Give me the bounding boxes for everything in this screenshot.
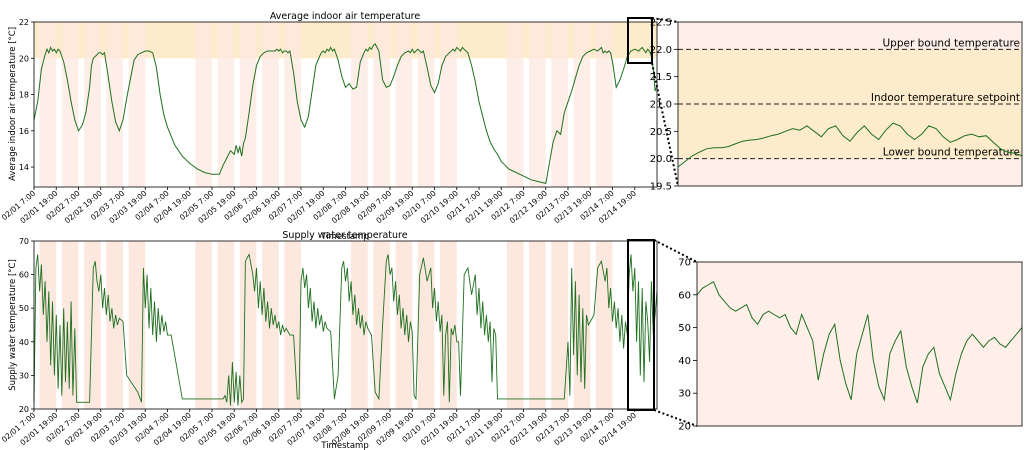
- occupied-period-shade: [529, 241, 546, 409]
- occupied-period-shade: [262, 241, 279, 409]
- y-tick-label: 70: [678, 258, 691, 269]
- indoor-zoom-box: [627, 17, 653, 64]
- occupied-period-shade: [106, 22, 123, 187]
- occupied-period-shade: [61, 22, 79, 187]
- supply-zoom-line: [696, 280, 1023, 404]
- occupied-period-shade: [417, 22, 435, 187]
- occupied-period-shade: [551, 22, 568, 187]
- occupied-period-shade: [106, 241, 123, 409]
- occupied-period-shade: [595, 22, 613, 187]
- occupied-period-shade: [573, 22, 591, 187]
- indoor-chart-title: Average indoor air temperature: [270, 11, 421, 22]
- y-tick-label: 40: [678, 356, 691, 367]
- occupied-period-shade: [284, 22, 301, 187]
- y-tick-label: 16: [19, 127, 29, 136]
- occupied-period-shade: [239, 241, 257, 409]
- occupied-period-shade: [217, 241, 235, 409]
- y-tick-label: 30: [19, 371, 29, 380]
- occupied-period-shade: [417, 241, 435, 409]
- y-tick-label: 21.0: [650, 100, 672, 111]
- y-tick-label: 60: [19, 271, 29, 280]
- y-tick-label: 19.5: [650, 182, 672, 193]
- occupied-period-shade: [440, 22, 457, 187]
- y-tick-label: 60: [678, 290, 691, 301]
- occupied-period-shade: [506, 241, 524, 409]
- y-tick-label: 70: [19, 237, 29, 246]
- indoor-x-axis-label: Timestamp: [320, 232, 368, 242]
- indoor-zoom-line: [677, 122, 1023, 168]
- occupied-period-shade: [373, 22, 390, 187]
- y-tick-label: 21.5: [650, 72, 672, 83]
- occupied-period-shade: [84, 241, 101, 409]
- supply-zoom-panel: 20 30 40 50 60 70: [678, 258, 1023, 433]
- y-tick-label: 20: [678, 422, 691, 433]
- occupied-period-shade: [239, 22, 257, 187]
- indoor-zoom-connector-bottom: [651, 62, 679, 187]
- occupied-period-shade: [595, 241, 613, 409]
- y-tick-label: 50: [19, 304, 29, 313]
- reference-line-label: Lower bound temperature: [883, 147, 1020, 159]
- occupied-period-shade: [551, 241, 568, 409]
- indoor-zoom-panel: Upper bound temperature Indoor temperatur…: [650, 18, 1023, 193]
- occupied-period-shade: [217, 22, 235, 187]
- y-tick-label: 20.5: [650, 127, 672, 138]
- supply-zoom-connector-bottom: [653, 409, 698, 427]
- occupied-period-shade: [195, 22, 212, 187]
- occupied-period-shade: [128, 241, 146, 409]
- y-tick-label: 18: [19, 91, 29, 100]
- supply-zoom-box: [627, 239, 655, 411]
- supply-chart-title: Supply water temperature: [282, 230, 407, 241]
- y-tick-label: 22.5: [650, 18, 672, 29]
- occupied-period-shade: [506, 22, 524, 187]
- occupied-period-shade: [84, 22, 101, 187]
- reference-line-label: Indoor temperature setpoint: [871, 92, 1020, 104]
- occupied-period-shade: [373, 241, 390, 409]
- y-tick-label: 30: [678, 389, 691, 400]
- indoor-temperature-line: [33, 42, 658, 185]
- y-tick-label: 20: [19, 54, 29, 63]
- y-tick-label: 22: [19, 18, 29, 27]
- y-tick-label: 22.0: [650, 45, 672, 56]
- reference-line-label: Upper bound temperature: [882, 37, 1020, 49]
- occupied-period-shade: [351, 22, 368, 187]
- y-tick-label: 14: [19, 163, 29, 172]
- y-tick-label: 20: [19, 405, 29, 414]
- occupied-period-shade: [284, 241, 301, 409]
- supply-temperature-line: [33, 253, 658, 406]
- occupied-period-shade: [395, 22, 413, 187]
- y-tick-label: 40: [19, 338, 29, 347]
- supply-x-axis-label: Timestamp: [320, 441, 368, 450]
- supply-y-axis-label: Supply water temperature [°C]: [8, 259, 18, 391]
- supply-zoom-frame: [696, 261, 1023, 427]
- occupied-period-shade: [195, 241, 212, 409]
- supply-zoom-connector-top: [653, 239, 698, 263]
- occupied-period-shade: [39, 22, 57, 187]
- indoor-y-axis-label: Average indoor air temperature [°C]: [8, 27, 18, 181]
- occupied-period-shade: [529, 22, 546, 187]
- occupied-period-shade: [128, 22, 146, 187]
- y-tick-label: 20.0: [650, 154, 672, 165]
- occupied-period-shade: [262, 22, 279, 187]
- y-tick-label: 50: [678, 323, 691, 334]
- occupied-period-shade: [351, 241, 368, 409]
